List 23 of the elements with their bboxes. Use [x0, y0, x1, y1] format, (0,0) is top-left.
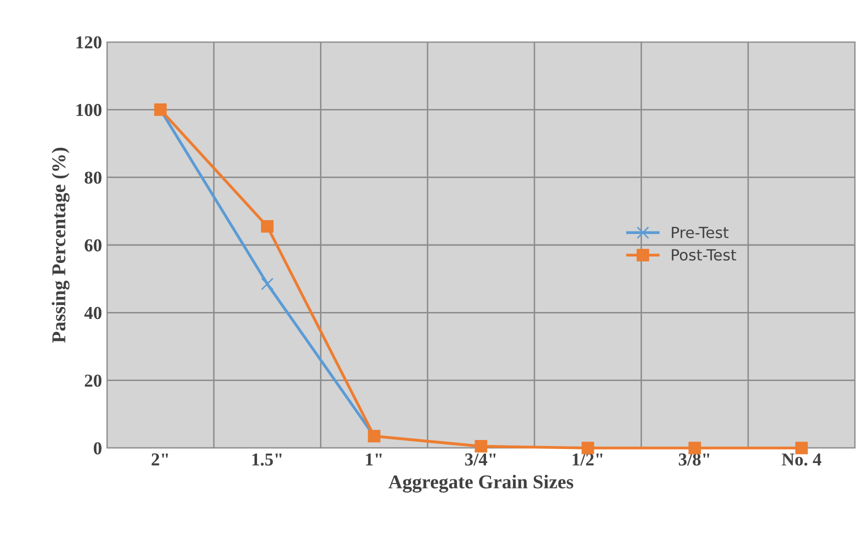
x-tick-label: 2"	[152, 453, 168, 466]
x-tick-label: 1"	[366, 453, 382, 466]
y-tick-label: 0	[94, 442, 102, 454]
x-tick-label: No. 4	[782, 454, 822, 466]
y-tick-label: 40	[84, 306, 102, 320]
point	[582, 442, 594, 454]
x-tick-label: 1.5"	[252, 453, 282, 466]
y-tick-label: 80	[84, 172, 102, 184]
x-axis-title: Aggregate Grain Sizes	[388, 474, 574, 493]
y-tick-label: 20	[84, 374, 102, 387]
x-tick-label: 1/2"	[572, 453, 602, 466]
point	[474, 440, 488, 453]
legend-label: Post-Test	[672, 249, 736, 261]
y-tick-label: 100	[76, 104, 102, 116]
legend-label: Pre-Test	[672, 226, 728, 238]
y-tick-label: 120	[76, 36, 102, 48]
point	[261, 278, 274, 290]
point	[795, 442, 808, 454]
y-tick-label: 60	[84, 239, 102, 252]
y-axis-title: Passing Percentage (%)	[52, 148, 70, 343]
point	[261, 220, 274, 233]
x-tick-label: 3/8"	[678, 453, 710, 466]
x-tick-label: 3/4"	[465, 453, 496, 466]
